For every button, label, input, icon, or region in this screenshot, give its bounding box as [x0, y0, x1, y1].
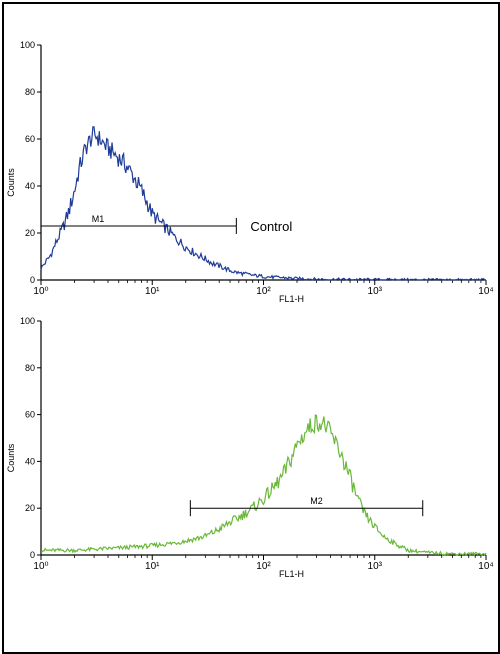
gate-marker-label: M1 — [92, 214, 105, 224]
x-tick-label: 10¹ — [145, 561, 160, 572]
x-tick-label: 10⁴ — [478, 561, 493, 572]
chart-panel-2: 0 20 40 60 80 100 10⁰ 10¹ 10² 10³ 10⁴ FL1-H Counts M2 — [6, 316, 494, 579]
x-tick-label: 10⁴ — [478, 286, 493, 297]
chart-panel-1: 0 20 40 60 80 100 10⁰ 10¹ 10² 10³ 10⁴ FL1-H Counts M1… — [6, 40, 494, 304]
y-tick-label: 80 — [25, 363, 35, 373]
y-tick-label: 100 — [20, 316, 35, 326]
y-tick-label: 0 — [30, 275, 35, 285]
x-tick-label: 10³ — [368, 561, 383, 572]
y-tick-label: 80 — [25, 87, 35, 97]
x-tick-label: 10³ — [368, 286, 383, 297]
y-tick-label: 100 — [20, 40, 35, 50]
histogram-series-line — [40, 414, 487, 557]
x-tick-label: 10⁰ — [33, 561, 48, 572]
histogram-series-line — [40, 126, 486, 282]
y-tick-label: 40 — [25, 181, 35, 191]
y-tick-label: 20 — [25, 228, 35, 238]
x-tick-label: 10⁰ — [33, 286, 48, 297]
gate-annotation-label: Control — [250, 219, 292, 234]
x-tick-label: 10¹ — [145, 286, 160, 297]
y-axis-label: Counts — [6, 443, 16, 472]
y-tick-label: 0 — [30, 550, 35, 560]
y-axis-label: Counts — [6, 168, 16, 197]
y-tick-label: 40 — [25, 456, 35, 466]
gate-marker-label: M2 — [310, 496, 323, 506]
y-tick-label: 20 — [25, 503, 35, 513]
x-tick-label: 10² — [256, 561, 271, 572]
y-tick-label: 60 — [25, 410, 35, 420]
x-tick-label: 10² — [256, 286, 271, 297]
x-axis-label: FL1-H — [279, 569, 304, 579]
x-axis-label: FL1-H — [279, 294, 304, 304]
y-tick-label: 60 — [25, 134, 35, 144]
